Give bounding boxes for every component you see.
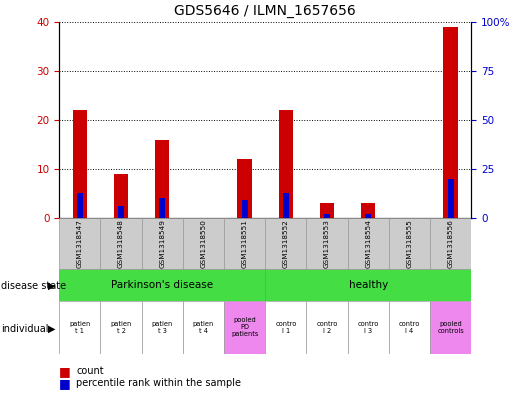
Text: GSM1318550: GSM1318550 — [200, 219, 207, 268]
Bar — [159, 198, 165, 218]
Text: GSM1318549: GSM1318549 — [159, 219, 165, 268]
Text: count: count — [76, 366, 104, 376]
Bar — [100, 218, 142, 269]
Bar — [73, 110, 87, 218]
Bar — [443, 26, 458, 218]
Text: ▶: ▶ — [48, 281, 55, 291]
Bar — [155, 140, 169, 218]
Bar — [183, 218, 224, 269]
Text: contro
l 4: contro l 4 — [399, 321, 420, 334]
Text: ■: ■ — [59, 376, 71, 390]
Text: percentile rank within the sample: percentile rank within the sample — [76, 378, 241, 388]
Bar — [100, 301, 142, 354]
Text: contro
l 2: contro l 2 — [316, 321, 338, 334]
Bar — [430, 218, 471, 269]
Bar — [361, 204, 375, 218]
Bar — [430, 301, 471, 354]
Bar — [283, 193, 289, 218]
Bar — [306, 301, 348, 354]
Bar — [306, 218, 348, 269]
Title: GDS5646 / ILMN_1657656: GDS5646 / ILMN_1657656 — [175, 4, 356, 18]
Bar — [279, 110, 293, 218]
Text: Parkinson's disease: Parkinson's disease — [111, 280, 213, 290]
Bar — [142, 301, 183, 354]
Text: GSM1318554: GSM1318554 — [365, 219, 371, 268]
Bar — [183, 301, 224, 354]
Bar — [142, 218, 183, 269]
Text: GSM1318547: GSM1318547 — [77, 219, 83, 268]
Bar — [224, 218, 265, 269]
Bar — [224, 301, 265, 354]
Text: ▶: ▶ — [48, 324, 55, 334]
Text: patien
t 3: patien t 3 — [151, 321, 173, 334]
Bar — [389, 301, 430, 354]
Text: GSM1318548: GSM1318548 — [118, 219, 124, 268]
Bar — [324, 214, 330, 218]
Text: patien
t 2: patien t 2 — [110, 321, 132, 334]
Text: GSM1318556: GSM1318556 — [448, 219, 454, 268]
Text: pooled
controls: pooled controls — [437, 321, 464, 334]
Text: GSM1318553: GSM1318553 — [324, 219, 330, 268]
Bar — [59, 301, 100, 354]
Text: GSM1318552: GSM1318552 — [283, 219, 289, 268]
Bar — [265, 218, 306, 269]
Bar — [448, 179, 454, 218]
Bar — [118, 206, 124, 218]
Bar — [242, 200, 248, 218]
Bar — [59, 218, 100, 269]
Text: healthy: healthy — [349, 280, 388, 290]
Text: individual: individual — [1, 324, 48, 334]
Text: contro
l 3: contro l 3 — [357, 321, 379, 334]
Bar — [320, 204, 334, 218]
Bar — [59, 269, 265, 301]
Bar — [389, 218, 430, 269]
Bar — [348, 301, 389, 354]
Text: contro
l 1: contro l 1 — [275, 321, 297, 334]
Text: patien
t 4: patien t 4 — [193, 321, 214, 334]
Bar — [265, 301, 306, 354]
Text: patien
t 1: patien t 1 — [69, 321, 91, 334]
Bar — [365, 214, 371, 218]
Bar — [77, 193, 83, 218]
Bar — [348, 218, 389, 269]
Text: ■: ■ — [59, 365, 71, 378]
Text: GSM1318555: GSM1318555 — [406, 219, 413, 268]
Text: pooled
PD
patients: pooled PD patients — [231, 317, 259, 337]
Text: disease state: disease state — [1, 281, 66, 291]
Bar — [265, 269, 471, 301]
Bar — [114, 174, 128, 218]
Text: GSM1318551: GSM1318551 — [242, 219, 248, 268]
Bar — [237, 159, 252, 218]
